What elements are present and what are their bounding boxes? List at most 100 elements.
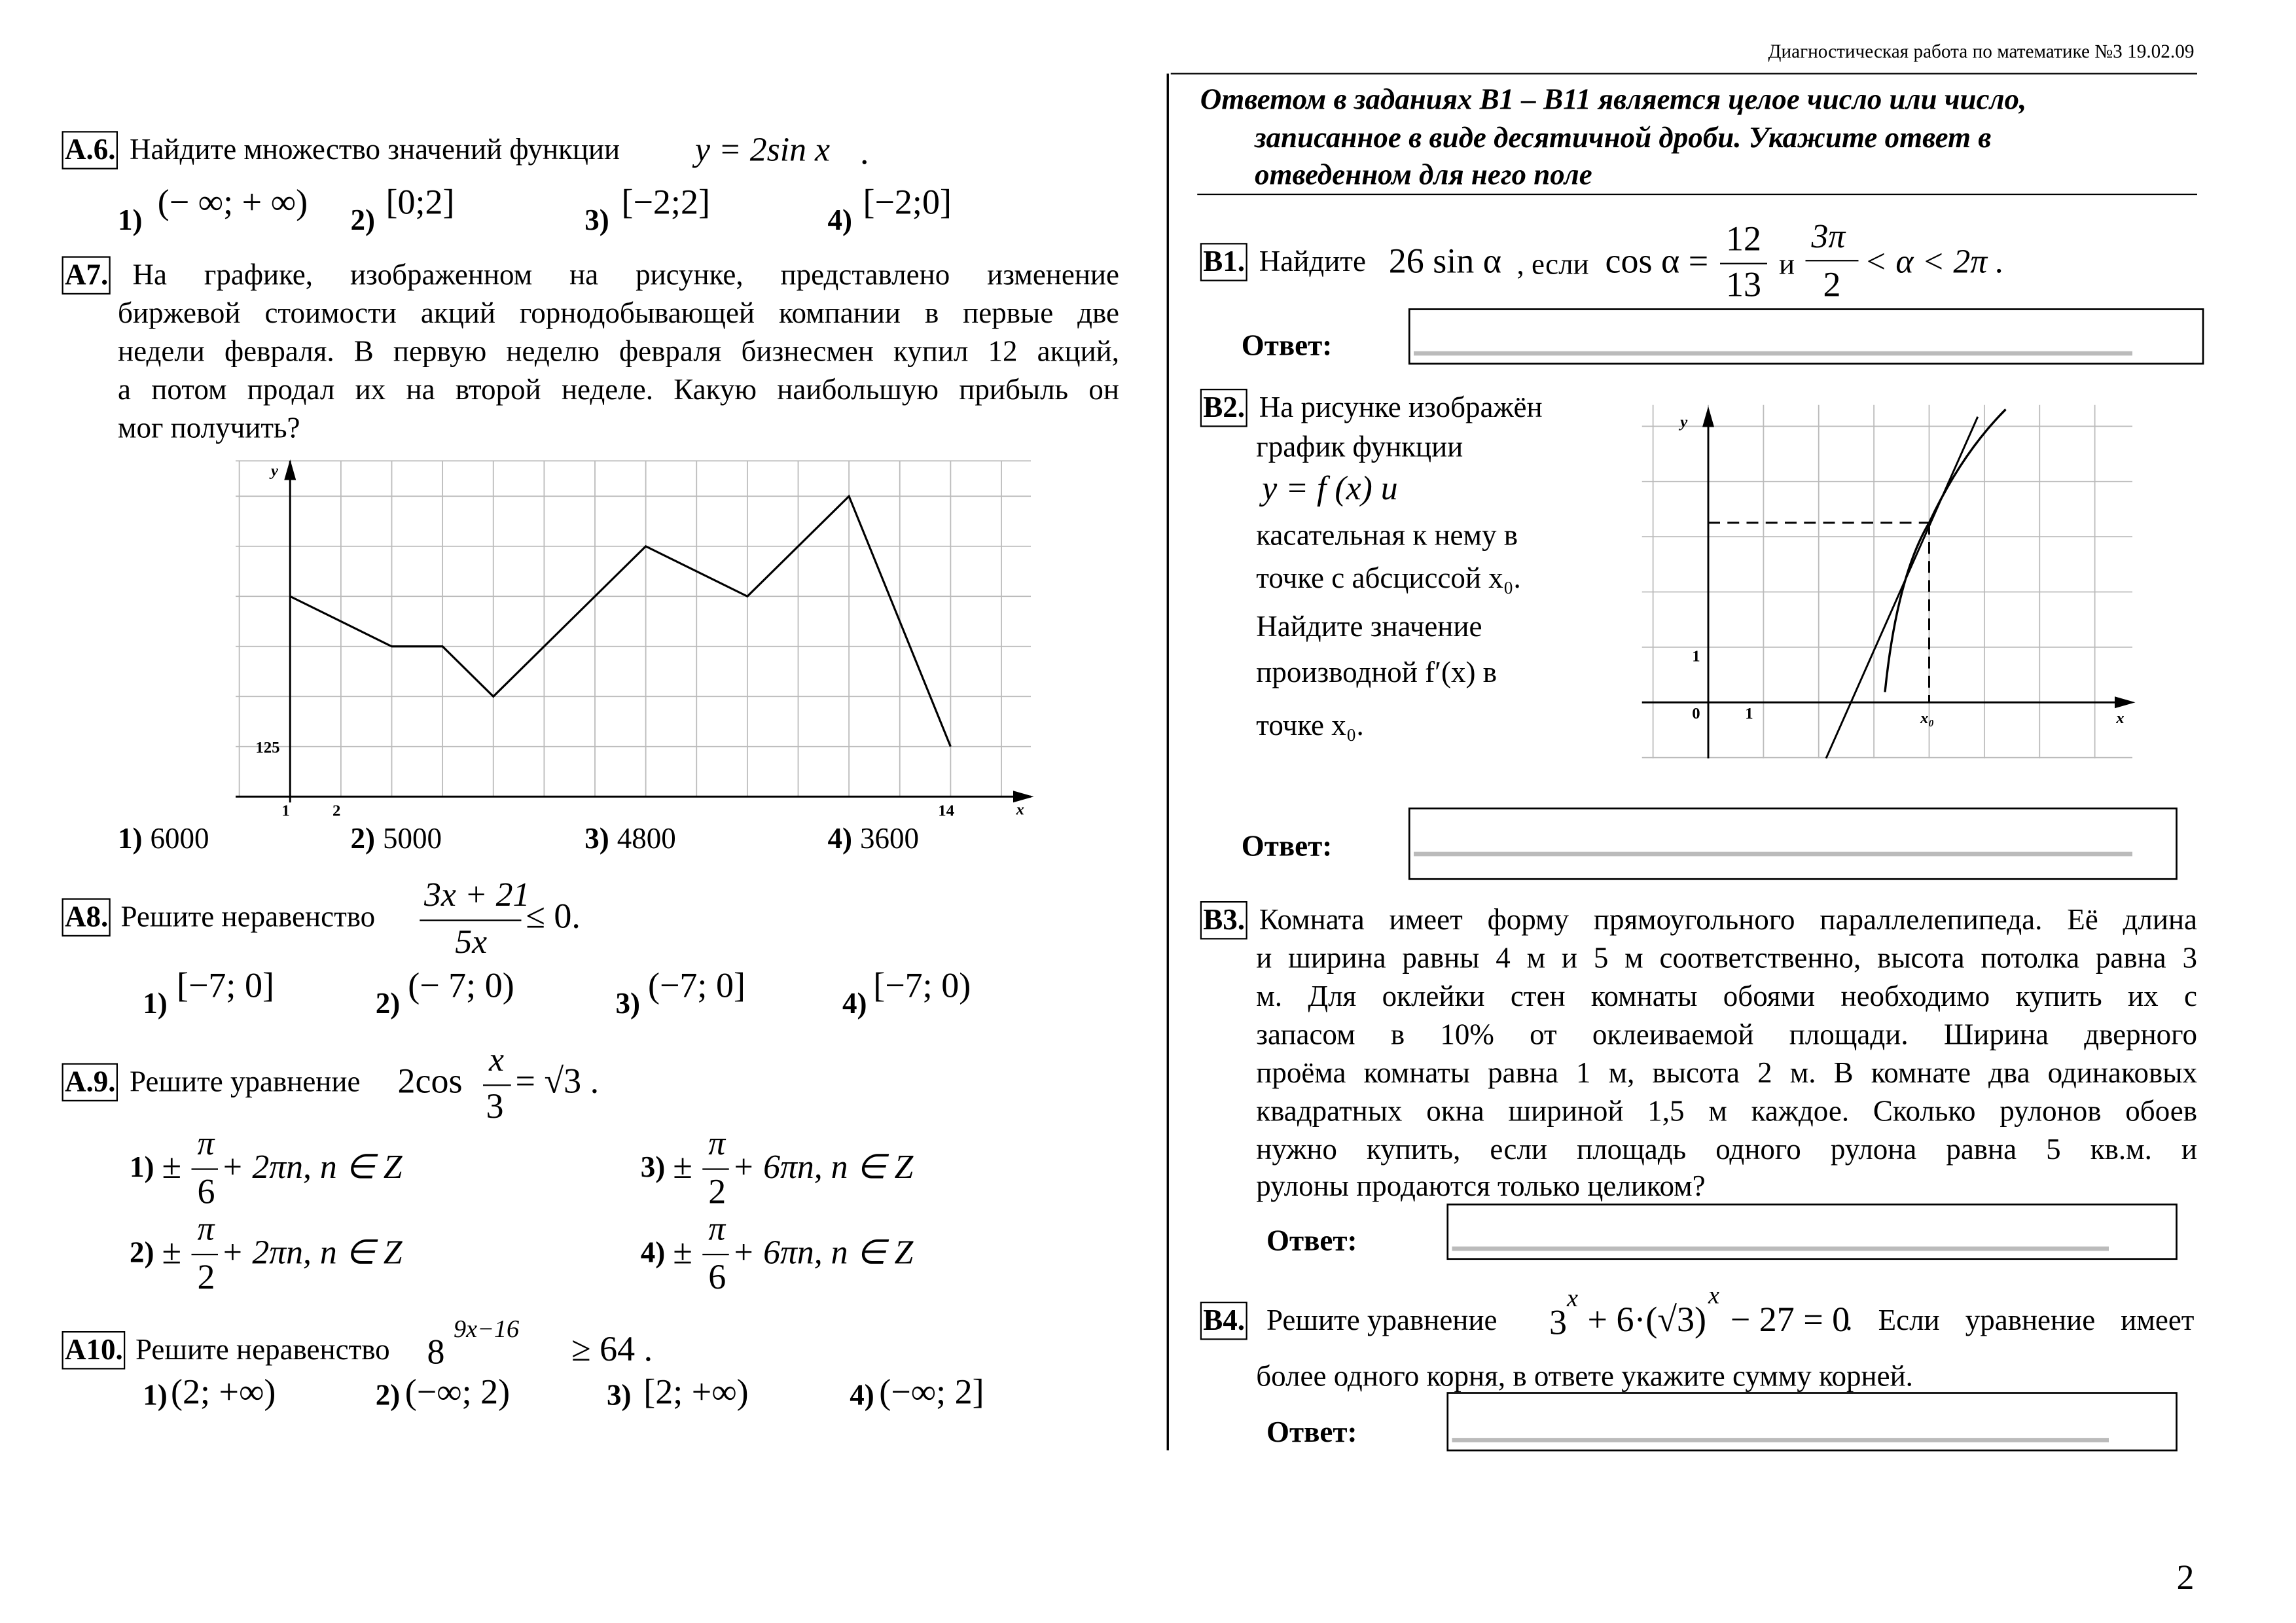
function-curve [1884, 408, 2007, 692]
task-label: В4. [1200, 1302, 1248, 1340]
option-number: 3) [607, 1380, 632, 1412]
task-label: А8. [62, 898, 111, 936]
unit-label: 1 [1745, 705, 1753, 722]
task-text-line: Комната имеет форму прямоугольного парал… [1259, 904, 2197, 937]
task-text-line: проёма комнаты равна 1 м, высота 2 м. В … [1256, 1057, 2197, 1090]
formula: x [1708, 1281, 1719, 1310]
formula: ± [673, 1234, 692, 1273]
answer-label: Ответ: [1266, 1416, 1357, 1450]
unit-label: 1 [1692, 647, 1700, 665]
option-number: 1) [118, 204, 143, 238]
axis-arrow [284, 459, 296, 480]
option-answer: [−2;0] [863, 184, 952, 223]
option-answer: 4800 [617, 823, 676, 856]
formula: x [1567, 1284, 1578, 1312]
formula: 3π [1811, 218, 1846, 255]
formula: ± [673, 1149, 692, 1187]
formula: π [708, 1210, 726, 1247]
option-number: 1) [130, 1151, 154, 1185]
task-text-line: y = f (x) и [1262, 469, 1398, 507]
option-number: 4) [640, 1237, 666, 1270]
page-number: 2 [2176, 1559, 2195, 1598]
task-text-line: м. Для оклейки стен комнаты обоями необх… [1256, 980, 2197, 1014]
formula: cos α = [1605, 243, 1709, 281]
formula: 26 sin α [1388, 243, 1502, 281]
answer-label: Ответ: [1241, 330, 1333, 363]
formula: x [489, 1041, 504, 1078]
task-label: А10. [62, 1331, 126, 1370]
formula: = √3 . [515, 1063, 600, 1102]
formula: π [197, 1210, 215, 1247]
answer-box[interactable] [1408, 308, 2204, 365]
option-answer: [−7; 0) [873, 967, 971, 1006]
task-text-line: а потом продал их на второй неделе. Каку… [118, 374, 1119, 407]
formula: 3 [1549, 1304, 1567, 1344]
page-header: Диагностическая работа по математике №3 … [1768, 39, 2195, 62]
formula: 3 [486, 1088, 504, 1127]
task-text-line: На графике, изображенном на рисунке, пре… [132, 259, 1120, 292]
axis-label: y [1678, 414, 1688, 431]
formula: 2 [197, 1258, 215, 1298]
x0-label: x₀ [1920, 709, 1934, 727]
option-number: 4) [827, 204, 853, 238]
task-text-line: недели февраля. В первую неделю февраля … [118, 336, 1119, 368]
option-answer: (2; +∞) [171, 1374, 276, 1412]
task-text-line: рулоны продаются только целиком? [1256, 1170, 1706, 1204]
task-text: Решите уравнение [1266, 1304, 1498, 1338]
option-number: 2) [375, 1380, 401, 1412]
option-answer: 6000 [150, 823, 209, 856]
instruction-line: записанное в виде десятичной дроби. Укаж… [1255, 122, 1992, 155]
task-label: В3. [1200, 901, 1248, 940]
task-text-line: производной f′(x) в [1256, 656, 1497, 690]
task-text: . Если уравнение имеет [1845, 1304, 2195, 1338]
option-answer: (−∞; 2] [879, 1374, 984, 1412]
formula: + 6πn, n ∈ Z [732, 1149, 914, 1186]
option-number: 4) [842, 988, 867, 1021]
formula: 12 [1726, 221, 1761, 260]
task-text-line: график функции [1256, 431, 1463, 464]
origin-label: 0 [1692, 705, 1700, 722]
option-number: 2) [350, 204, 376, 238]
task-text: Найдите множество значений функции [130, 134, 620, 167]
formula: . [860, 134, 869, 173]
option-number: 1) [143, 988, 168, 1021]
option-number: 4) [850, 1380, 874, 1412]
task-label: В1. [1200, 243, 1248, 281]
formula: 5x [455, 923, 488, 960]
formula: ± [162, 1149, 182, 1187]
option-number: 4) [827, 823, 853, 856]
task-text-line: Найдите значение [1256, 611, 1482, 644]
y-tick-label: 125 [255, 739, 279, 757]
x-tick-label: 2 [332, 802, 340, 820]
formula: + 2πn, n ∈ Z [221, 1234, 403, 1271]
axis-arrow [1702, 406, 1714, 427]
option-answer: (−7; 0] [648, 967, 745, 1006]
option-number: 2) [130, 1237, 154, 1270]
answer-box[interactable] [1446, 1392, 2178, 1452]
option-number: 3) [615, 988, 641, 1021]
answer-box[interactable] [1446, 1204, 2178, 1260]
option-number: 3) [584, 823, 609, 856]
task-text: Решите неравенство [135, 1334, 390, 1367]
option-answer: 5000 [383, 823, 442, 856]
task-label: А.6. [62, 131, 119, 169]
axis-arrow [2115, 696, 2136, 709]
task-text-line: нужно купить, если площадь одного рулона… [1256, 1133, 2197, 1167]
formula: 6 [708, 1258, 726, 1298]
option-answer: [0;2] [386, 184, 455, 223]
option-number: 3) [584, 204, 609, 238]
option-answer: [−7; 0] [177, 967, 274, 1006]
x-tick-label: 14 [938, 802, 954, 820]
task-text-line: касательная к нему в [1256, 520, 1518, 552]
task-text: Найдите [1259, 245, 1366, 279]
option-answer: 3600 [860, 823, 919, 856]
axis-label: y [269, 462, 279, 480]
task-label: А7. [62, 256, 111, 294]
formula: + 6πn, n ∈ Z [732, 1234, 914, 1271]
task-text-line: биржевой стоимости акций горнодобывающей… [118, 297, 1119, 330]
axis-label: x [1016, 800, 1024, 818]
task-text: и [1779, 249, 1795, 281]
option-answer: [−2;2] [621, 184, 710, 223]
answer-box[interactable] [1408, 807, 2178, 880]
